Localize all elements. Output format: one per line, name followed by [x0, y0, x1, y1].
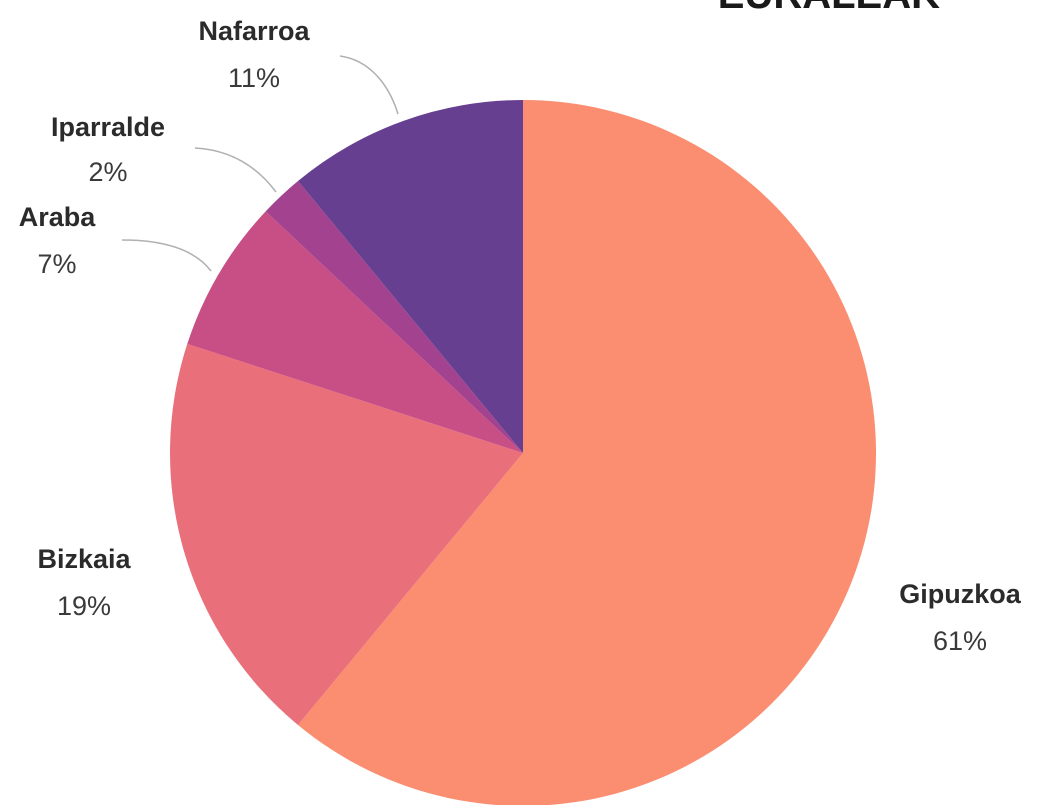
leader-line-nafarroa [339, 55, 399, 115]
slice-percent-bizkaia: 19% [57, 591, 111, 621]
leader-line-araba [121, 239, 212, 272]
label-leader-lines [121, 55, 399, 272]
leader-line-iparralde [194, 147, 277, 193]
slice-label-iparralde: Iparralde [51, 112, 165, 142]
slice-percent-nafarroa: 11% [228, 63, 280, 93]
pie-slice-nafarroa [297, 100, 523, 453]
slice-labels: Gipuzkoa 61% Bizkaia 19% Araba 7% Iparralde 2% N… [19, 16, 1022, 656]
chart-title: EURALEAK [718, 0, 940, 17]
slice-percent-gipuzkoa: 61% [933, 626, 987, 656]
slice-percent-araba: 7% [37, 249, 76, 279]
slice-label-gipuzkoa: Gipuzkoa [899, 579, 1021, 609]
pie-slice-bizkaia [170, 343, 524, 725]
slice-label-nafarroa: Nafarroa [198, 16, 310, 46]
slice-percent-iparralde: 2% [88, 157, 127, 187]
pie-slice-iparralde [265, 181, 523, 453]
slice-label-bizkaia: Bizkaia [37, 544, 131, 574]
pie-slice-araba [187, 211, 523, 453]
pie-slices [170, 100, 876, 805]
pie-slice-gipuzkoa [297, 100, 876, 805]
slice-label-araba: Araba [19, 202, 97, 232]
